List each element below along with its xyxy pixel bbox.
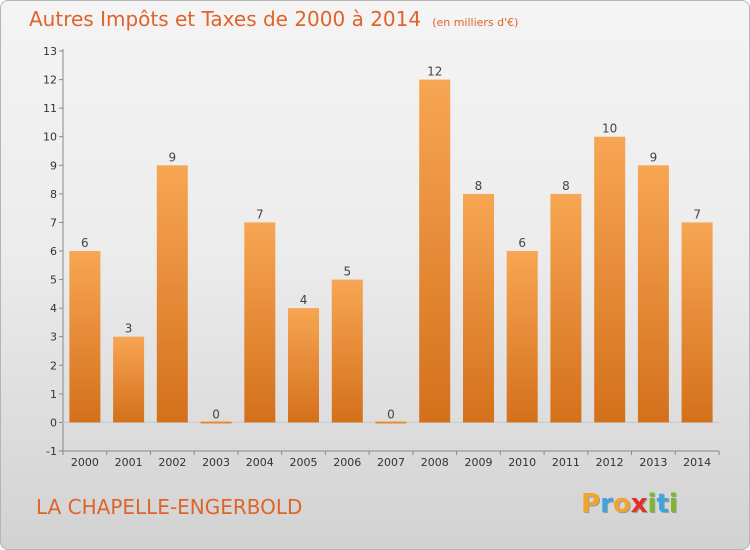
bar	[288, 308, 319, 423]
bar	[244, 222, 276, 423]
x-tick-label: 2002	[158, 456, 186, 469]
y-tick-label: 11	[43, 102, 57, 115]
x-tick-label: 2001	[115, 456, 143, 469]
bar	[200, 421, 232, 424]
bar	[375, 421, 407, 424]
data-label: 6	[81, 236, 89, 250]
data-label: 0	[387, 407, 395, 421]
x-tick-label: 2004	[246, 456, 274, 469]
data-label: 10	[602, 122, 617, 136]
chart-title: Autres Impôts et Taxes de 2000 à 2014	[29, 7, 422, 31]
chart-title-row: Autres Impôts et Taxes de 2000 à 2014 (e…	[29, 7, 518, 31]
data-label: 3	[125, 322, 133, 336]
bar	[113, 336, 145, 423]
bar	[550, 193, 582, 423]
data-label: 0	[212, 407, 220, 421]
x-tick-label: 2013	[639, 456, 667, 469]
city-name: LA CHAPELLE-ENGERBOLD	[36, 495, 303, 519]
data-label: 7	[256, 207, 264, 221]
y-tick-label: 4	[50, 302, 57, 315]
bar	[637, 165, 669, 423]
bars	[69, 79, 713, 424]
x-tick-label: 2006	[333, 456, 361, 469]
data-label: 9	[169, 150, 177, 164]
data-label: 7	[693, 207, 701, 221]
y-tick-label: 5	[50, 274, 57, 287]
y-tick-label: 3	[50, 331, 57, 344]
bar	[156, 165, 188, 423]
x-tick-label: 2007	[377, 456, 405, 469]
data-label: 9	[650, 150, 658, 164]
logo-letter: i	[668, 489, 678, 519]
x-tick-label: 2003	[202, 456, 230, 469]
x-tick-label: 2012	[596, 456, 624, 469]
y-tick-label: 7	[50, 216, 57, 229]
y-tick-label: 0	[50, 416, 57, 429]
y-tick-label: -1	[46, 445, 57, 458]
y-tick-label: 6	[50, 245, 57, 258]
y-tick-label: 2	[50, 359, 57, 372]
data-label: 5	[343, 265, 351, 279]
logo-letter: i	[647, 489, 657, 519]
y-tick-label: 1	[50, 388, 57, 401]
logo-letter: x	[630, 489, 648, 519]
logo-letter: r	[600, 489, 613, 519]
data-label: 12	[427, 65, 442, 79]
x-tick-label: 2010	[508, 456, 536, 469]
data-labels: 6 3 9 0 7 4 5 0 12 8 6 8 10 9 7	[81, 65, 701, 422]
bar	[463, 193, 494, 423]
bar	[594, 136, 626, 423]
x-tick-label: 2014	[683, 456, 711, 469]
logo-letter: t	[656, 489, 669, 519]
data-label: 8	[562, 179, 570, 193]
x-tick-label: 2011	[552, 456, 580, 469]
y-tick-label: 9	[50, 159, 57, 172]
bar	[681, 222, 713, 423]
y-tick-label: 13	[43, 45, 57, 58]
x-tick-label: 2008	[421, 456, 449, 469]
bar	[331, 279, 363, 423]
x-tick-label: 2009	[464, 456, 492, 469]
bar	[69, 251, 101, 423]
x-tick-label: 2005	[290, 456, 318, 469]
bar	[506, 251, 538, 423]
y-tick-label: 8	[50, 188, 57, 201]
proxiti-logo[interactable]: Proxiti	[581, 489, 678, 519]
logo-letter: P	[581, 489, 601, 519]
y-tick-label: 12	[43, 74, 57, 87]
y-tick-label: 10	[43, 131, 57, 144]
data-label: 4	[300, 293, 308, 307]
data-label: 6	[518, 236, 526, 250]
bar	[419, 79, 451, 423]
logo-letter: o	[612, 489, 631, 519]
x-tick-label: 2000	[71, 456, 99, 469]
data-label: 8	[475, 179, 483, 193]
chart-unit-note: (en milliers d'€)	[432, 16, 519, 29]
